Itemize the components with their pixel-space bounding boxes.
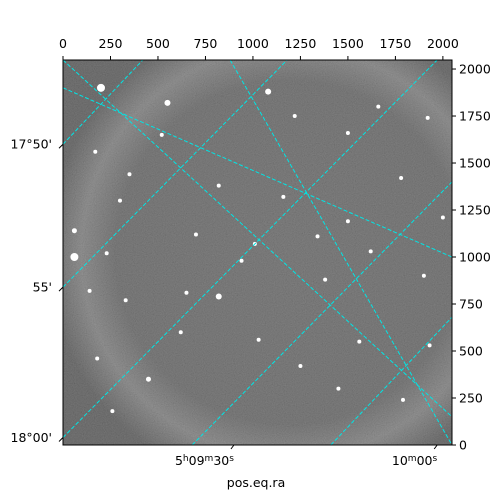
star-9 [70, 253, 79, 262]
top-tick-label-0: 0 [59, 36, 67, 51]
star-15 [368, 249, 373, 254]
star-10 [104, 251, 109, 256]
star-38 [159, 132, 164, 137]
star-36 [87, 288, 92, 293]
grid-line-dec-line-2 [229, 60, 452, 445]
star-13 [184, 290, 189, 295]
ra-axis: 5h09m30s 10m00s [175, 444, 438, 468]
star-17 [357, 339, 362, 344]
star-26 [239, 258, 244, 263]
ra-tick-label-0: 5h09m30s [175, 453, 234, 468]
top-tick-label-500: 500 [146, 36, 170, 51]
right-tick-label-0: 0 [459, 438, 467, 453]
star-25 [216, 183, 221, 188]
right-tick-label-500: 500 [459, 344, 483, 359]
grid-line-ra-line-4 [191, 181, 452, 445]
top-tick-label-2000: 2000 [427, 36, 459, 51]
plot-frame [62, 59, 453, 446]
star-30 [298, 364, 303, 369]
star-32 [193, 232, 198, 237]
image-noise [63, 60, 452, 445]
pixel-y-axis: 0 250 500 750 1000 1250 1500 1750 2000 [452, 62, 491, 453]
dec-tick-label-0: 17°50' [11, 137, 53, 152]
top-tick-label-250: 250 [99, 36, 123, 51]
right-tick-label-750: 750 [459, 297, 483, 312]
star-8 [71, 228, 77, 234]
dec-tick-label-1: 55' [33, 280, 52, 295]
dec-tick-label-2: 18°00' [11, 430, 53, 445]
star-23 [315, 234, 320, 239]
ra-tick-0 [230, 444, 235, 450]
right-tick-label-250: 250 [459, 391, 483, 406]
grid-line-dec-line-1 [63, 87, 452, 258]
star-14 [323, 277, 328, 282]
top-tick-label-1250: 1250 [285, 36, 317, 51]
right-tick-label-1750: 1750 [459, 109, 491, 124]
dec-tick-1 [58, 286, 64, 292]
star-6 [376, 104, 381, 109]
dec-tick-2 [58, 437, 64, 442]
star-12 [123, 298, 128, 303]
right-tick-label-1250: 1250 [459, 203, 491, 218]
star-24 [95, 356, 100, 361]
star-19 [145, 376, 151, 382]
star-27 [400, 397, 405, 402]
right-tick-label-1500: 1500 [459, 156, 491, 171]
star-34 [336, 386, 341, 391]
grid-line-dec-line-3 [63, 60, 452, 418]
dec-tick-0 [58, 143, 64, 149]
star-18 [427, 343, 432, 348]
ra-tick-1 [433, 444, 438, 450]
x-axis-label: pos.eq.ra [227, 475, 285, 490]
star-field [70, 83, 445, 414]
star-2 [93, 149, 98, 154]
dec-axis: 17°50' 55' 18°00' [11, 137, 64, 445]
star-22 [292, 114, 297, 119]
coordinate-grid [63, 60, 452, 445]
grid-line-ra-line-3 [63, 60, 144, 145]
star-1 [164, 99, 171, 106]
right-tick-label-2000: 2000 [459, 62, 491, 77]
top-tick-label-1500: 1500 [332, 36, 364, 51]
star-31 [110, 409, 115, 414]
star-11 [215, 293, 222, 300]
star-7 [425, 115, 430, 120]
grid-line-ra-line-5 [330, 316, 452, 445]
image-panel [62, 59, 453, 446]
right-tick-label-1000: 1000 [459, 250, 491, 265]
star-39 [399, 176, 404, 181]
star-29 [440, 215, 445, 220]
star-5 [345, 130, 350, 135]
ra-tick-label-1: 10m00s [392, 453, 438, 468]
grid-line-ra-line-1 [63, 60, 438, 438]
star-37 [421, 273, 426, 278]
star-4 [265, 88, 272, 95]
star-35 [281, 194, 286, 199]
star-20 [256, 337, 261, 342]
star-21 [178, 330, 183, 335]
top-tick-label-1000: 1000 [237, 36, 269, 51]
star-0 [96, 83, 105, 92]
grid-line-ra-line-2 [63, 60, 288, 288]
top-tick-label-750: 750 [194, 36, 218, 51]
top-tick-label-1750: 1750 [379, 36, 411, 51]
star-3 [127, 172, 132, 177]
pixel-x-axis: 0 250 500 750 1000 1250 1500 1750 2000 [59, 36, 459, 60]
star-33 [345, 219, 350, 224]
star-28 [117, 198, 122, 203]
